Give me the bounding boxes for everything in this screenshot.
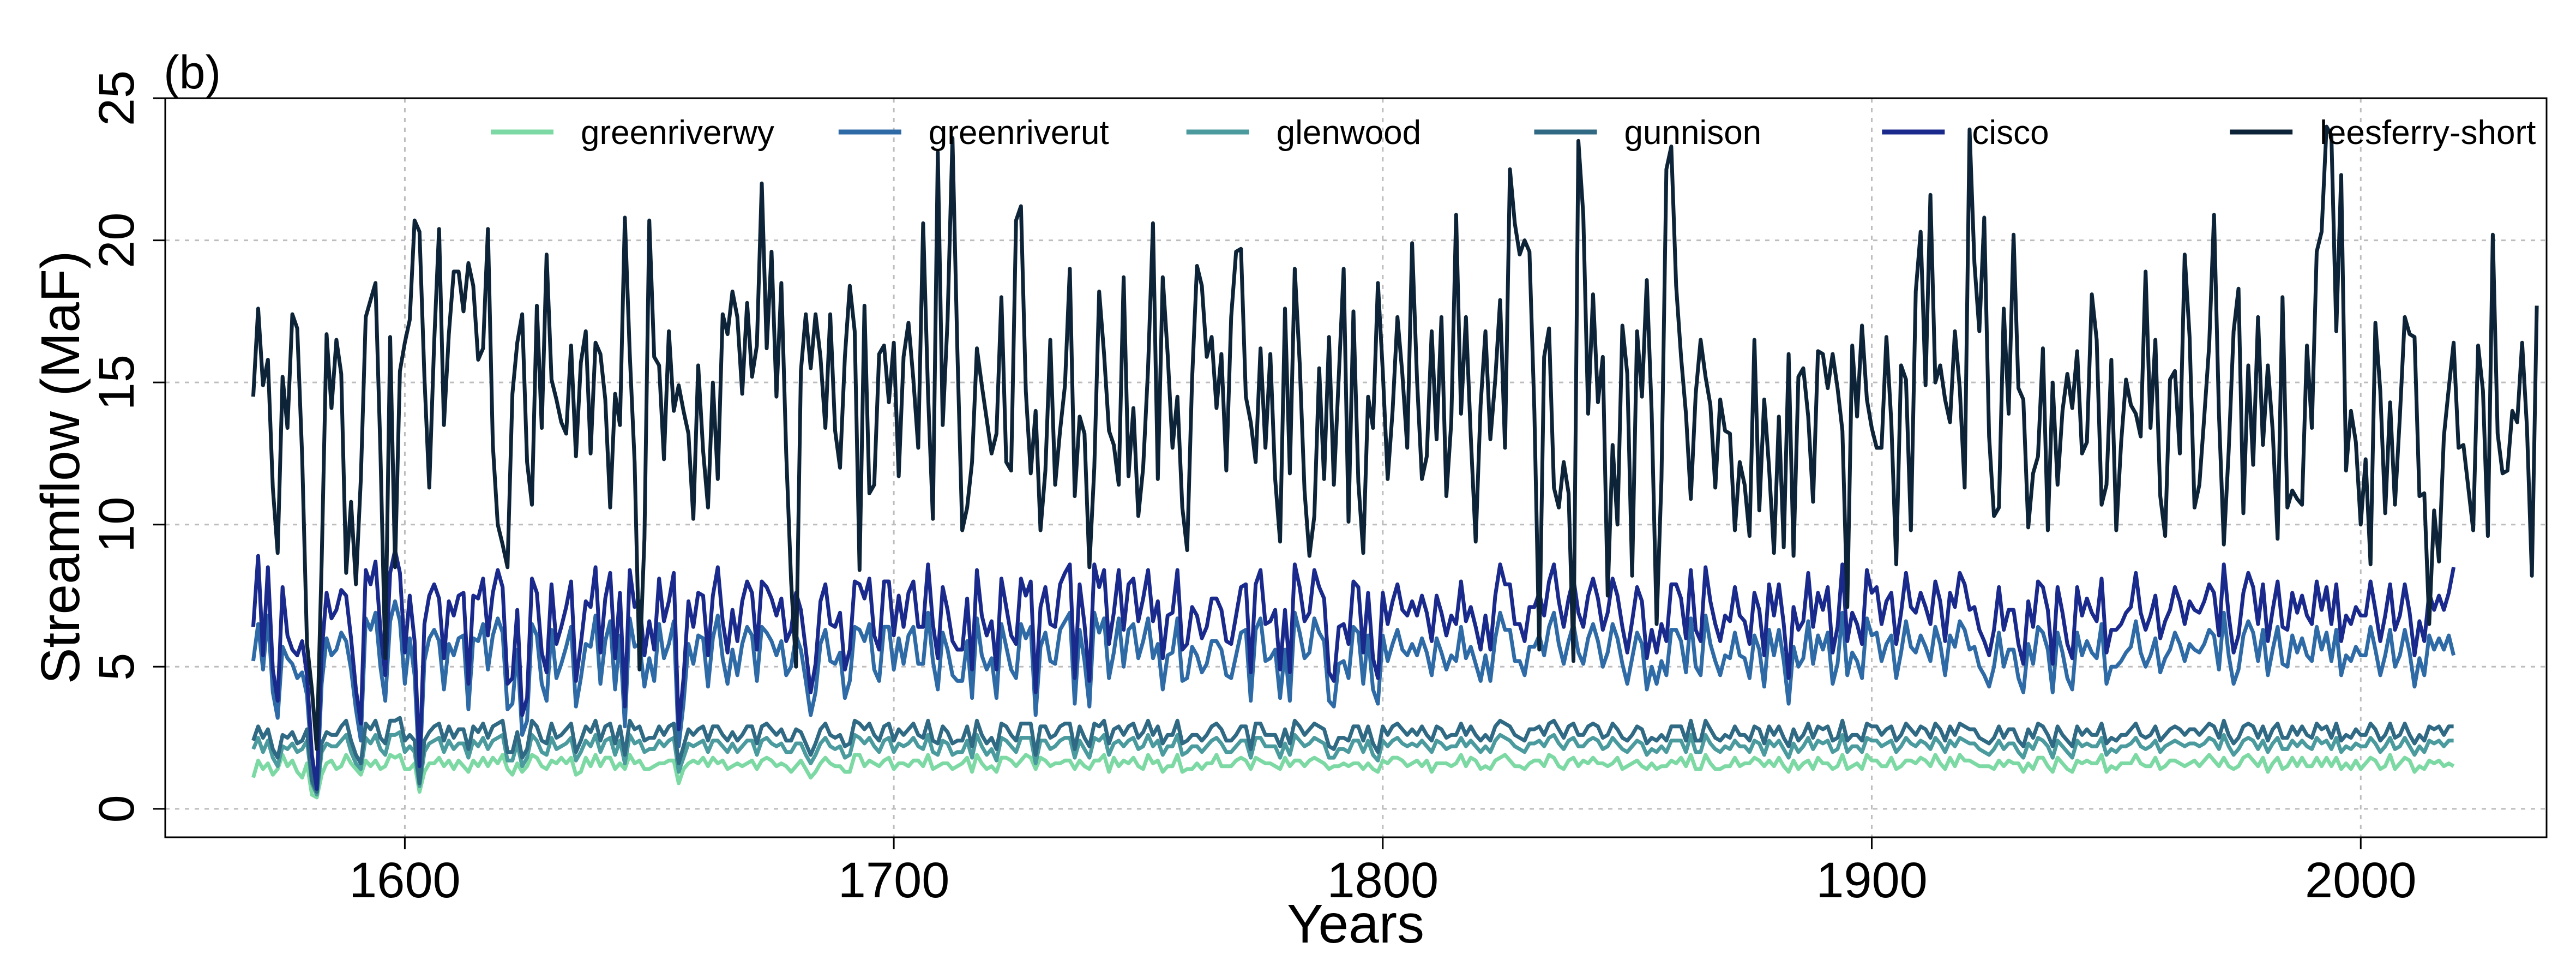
- y-axis-label: Streamflow (MaF): [30, 251, 91, 685]
- x-tick-label: 2000: [2305, 853, 2417, 908]
- y-tick-label: 5: [89, 653, 145, 681]
- x-tick-label: 1700: [838, 853, 950, 908]
- y-axis: 0 5 10 15 20 25: [89, 70, 165, 823]
- x-tick-label: 1900: [1816, 853, 1928, 908]
- legend-label-glenwood: glenwood: [1277, 114, 1421, 152]
- x-axis-label: Years: [1287, 893, 1424, 955]
- y-tick-label: 10: [89, 497, 145, 553]
- series-line-cisco: [251, 548, 2456, 791]
- panel-label: (b): [164, 46, 221, 99]
- x-tick-label: 1800: [1327, 853, 1439, 908]
- series-line-gunnison: [251, 716, 2454, 794]
- series-lines: [251, 124, 2539, 800]
- x-tick-label: 1600: [349, 853, 461, 908]
- plot-frame: [164, 97, 2548, 838]
- series-line-glenwood: [251, 730, 2454, 797]
- legend-label-greenriverut: greenriverut: [929, 114, 1109, 152]
- legend-label-greenriverwy: greenriverwy: [581, 114, 774, 152]
- x-axis: 1600 1700 1800 1900 2000: [349, 837, 2417, 908]
- y-tick-label: 20: [89, 212, 145, 268]
- y-tick-label: 15: [89, 355, 145, 410]
- legend-label-cisco: cisco: [1972, 114, 2049, 152]
- legend-label-leesferry-short: leesferry-short: [2320, 114, 2536, 152]
- series-line-leesferry-short: [251, 124, 2539, 751]
- legend: greenriverwy greenriverut glenwood gunnison…: [491, 114, 2536, 152]
- y-tick-label: 25: [89, 70, 145, 126]
- y-tick-label: 0: [89, 795, 145, 823]
- series-line-greenriverwy: [251, 753, 2455, 800]
- legend-label-gunnison: gunnison: [1624, 114, 1762, 152]
